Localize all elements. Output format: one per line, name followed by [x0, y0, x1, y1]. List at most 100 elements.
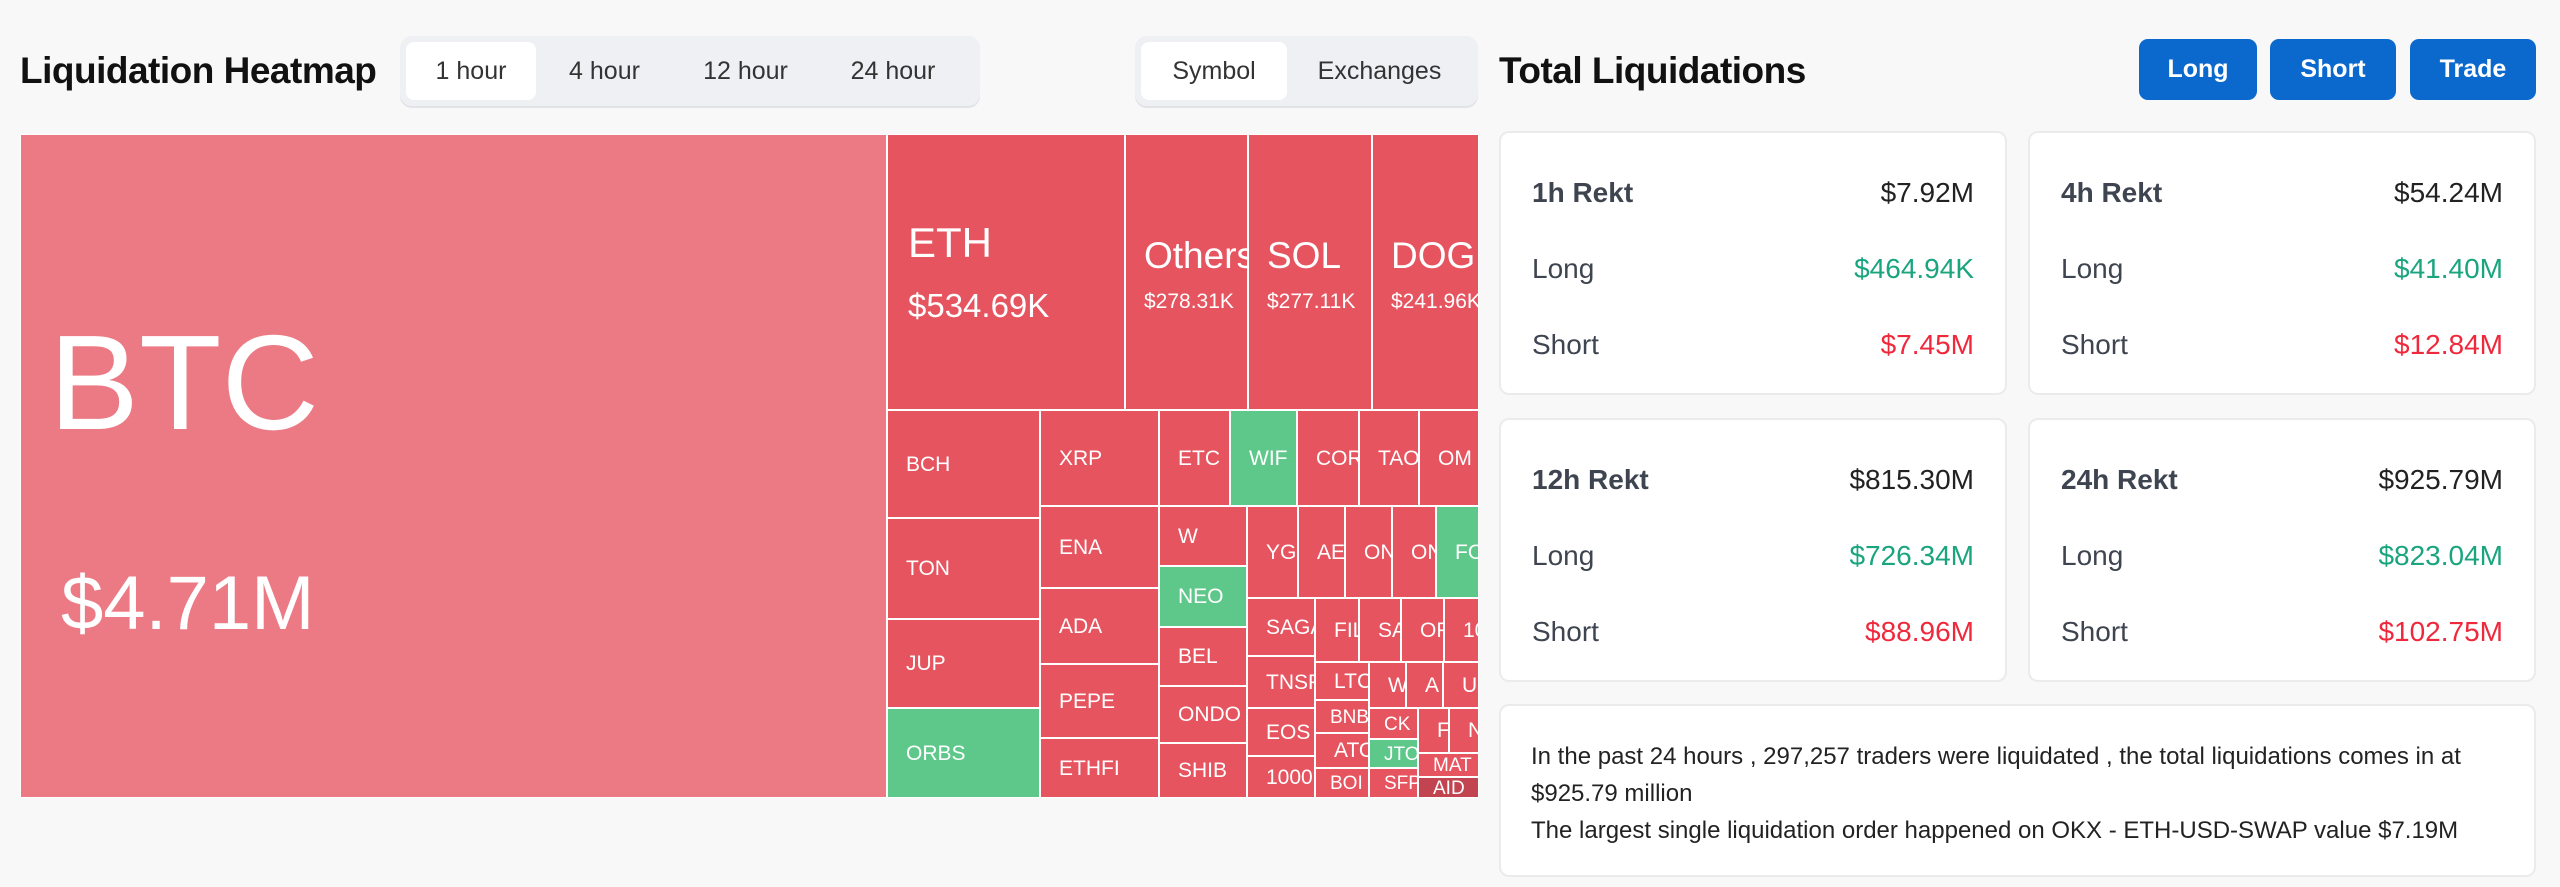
treemap-cell-u[interactable]: U [1443, 662, 1479, 708]
treemap-cell-ato[interactable]: ATO [1315, 733, 1369, 768]
total-liquidations-title: Total Liquidations [1499, 50, 1806, 91]
cell-symbol: ADA [1059, 614, 1103, 638]
cell-symbol: ON [1411, 540, 1435, 564]
treemap-cell-mat[interactable]: MAT [1418, 753, 1479, 777]
treemap-cell-a[interactable]: A [1406, 662, 1443, 708]
treemap-cell-sol[interactable]: SOL $277.11K [1248, 134, 1372, 410]
cell-symbol: N [1468, 719, 1478, 743]
cell-symbol: AE [1317, 540, 1345, 564]
cell-symbol: W [1178, 524, 1198, 548]
trade-button[interactable]: Trade [2410, 39, 2536, 100]
tab-12-hour[interactable]: 12 hour [703, 56, 788, 85]
cell-symbol: ETHFI [1059, 756, 1120, 780]
short-button[interactable]: Short [2270, 39, 2396, 100]
treemap-cell-on[interactable]: ON [1392, 506, 1436, 598]
treemap-cell-saga[interactable]: SAGA [1247, 598, 1315, 656]
treemap-cell-fo[interactable]: FO [1436, 506, 1479, 598]
treemap-cell-om[interactable]: OM [1419, 410, 1479, 506]
tab-24-hour[interactable]: 24 hour [850, 56, 936, 85]
treemap-cell-cor[interactable]: COR [1297, 410, 1359, 506]
treemap-cell-sa[interactable]: SA [1359, 598, 1401, 662]
tab-4-hour[interactable]: 4 hour [569, 56, 640, 85]
treemap-cell-shib[interactable]: SHIB [1159, 743, 1247, 798]
card-row-short: Short $7.45M [1532, 329, 1974, 361]
treemap-cell-ygg[interactable]: YGG [1247, 506, 1298, 598]
treemap-cell-pepe[interactable]: PEPE [1040, 664, 1159, 738]
treemap-cell-sfp[interactable]: SFP [1369, 768, 1418, 798]
treemap-cell-tao[interactable]: TAO [1359, 410, 1419, 506]
summary-note: In the past 24 hours , 297,257 traders w… [1499, 704, 2536, 877]
treemap-cell-f[interactable]: F [1418, 708, 1449, 753]
treemap-cell-on[interactable]: ON [1345, 506, 1392, 598]
treemap-cell-btc[interactable]: BTC $4.71M [20, 134, 887, 798]
tab-1-hour[interactable]: 1 hour [406, 42, 536, 100]
treemap-cell-tnsp[interactable]: TNSP [1247, 656, 1315, 708]
cell-symbol: SOL [1267, 235, 1342, 276]
row-label: Short [1532, 329, 1599, 360]
treemap-cell-others[interactable]: Others $278.31K [1125, 134, 1248, 410]
row-label: Long [1532, 253, 1595, 284]
treemap-cell-bel[interactable]: BEL [1159, 627, 1247, 686]
treemap-cell-w[interactable]: W [1369, 662, 1406, 708]
treemap-cell-eth[interactable]: ETH $534.69K [887, 134, 1125, 410]
treemap-cell-bch[interactable]: BCH [887, 410, 1040, 518]
treemap-cell-eos[interactable]: EOS [1247, 708, 1315, 756]
treemap-cell-ae[interactable]: AE [1298, 506, 1345, 598]
treemap-cell-n[interactable]: N [1449, 708, 1479, 753]
time-range-tabs: 1 hour 4 hour 12 hour 24 hour [400, 36, 980, 106]
row-label: Short [1532, 616, 1599, 647]
treemap-cell-op[interactable]: OP [1401, 598, 1444, 662]
row-value: $464.94K [1854, 253, 1974, 284]
treemap-cell-xrp[interactable]: XRP [1040, 410, 1159, 506]
cell-symbol: A [1425, 673, 1440, 697]
treemap-cell-jup[interactable]: JUP [887, 619, 1040, 708]
cell-symbol: ENA [1059, 535, 1103, 559]
treemap-cell-doge[interactable]: DOGE $241.96K [1372, 134, 1479, 410]
treemap-cell-ltc[interactable]: LTC [1315, 662, 1369, 700]
treemap-cell-w[interactable]: W [1159, 506, 1247, 566]
tab-exchanges[interactable]: Exchanges [1317, 56, 1442, 85]
row-label: 24h Rekt [2061, 464, 2178, 495]
summary-text: In the past 24 hours , 297,257 traders w… [1531, 743, 2461, 807]
cell-symbol: ETH [908, 219, 992, 266]
card-row-short: Short $102.75M [2061, 616, 2503, 648]
treemap-cell-ena[interactable]: ENA [1040, 506, 1159, 588]
treemap-cell-boi[interactable]: BOI [1315, 768, 1369, 798]
row-label: Long [2061, 540, 2124, 571]
row-value: $41.40M [2394, 253, 2503, 284]
card-row-long: Long $726.34M [1532, 540, 1974, 572]
cell-value: $277.11K [1267, 290, 1356, 313]
cell-symbol: MAT [1433, 755, 1472, 777]
treemap-cell-orbs[interactable]: ORBS [887, 708, 1040, 798]
cell-symbol: WIF [1249, 446, 1288, 470]
treemap-cell-ck[interactable]: CK [1369, 708, 1418, 739]
rekt-card-1h: 1h Rekt $7.92M Long $464.94K Short $7.45M [1499, 131, 2007, 395]
heatmap-title: Liquidation Heatmap [20, 50, 377, 91]
row-value: $726.34M [1849, 540, 1974, 571]
cell-symbol: BEL [1178, 645, 1218, 669]
treemap-cell-neo[interactable]: NEO [1159, 566, 1247, 627]
treemap-cell-ada[interactable]: ADA [1040, 588, 1159, 664]
long-button[interactable]: Long [2139, 39, 2257, 100]
treemap-cell-fil[interactable]: FIL [1315, 598, 1359, 662]
row-value: $12.84M [2394, 329, 2503, 360]
treemap-cell-etc[interactable]: ETC [1159, 410, 1230, 506]
treemap-cell-10[interactable]: 10 [1444, 598, 1479, 662]
treemap-cell-1000[interactable]: 1000 [1247, 756, 1315, 798]
treemap-cell-aid[interactable]: AID [1418, 777, 1479, 798]
treemap-cell-ton[interactable]: TON [887, 518, 1040, 619]
treemap-cell-wif[interactable]: WIF [1230, 410, 1297, 506]
cell-symbol: ON [1364, 540, 1391, 564]
treemap-cell-ethfi[interactable]: ETHFI [1040, 738, 1159, 798]
cell-symbol: SA [1378, 618, 1400, 642]
tab-symbol[interactable]: Symbol [1141, 42, 1287, 100]
row-value: $54.24M [2394, 177, 2503, 208]
card-row-long: Long $41.40M [2061, 253, 2503, 285]
cell-symbol: FO [1455, 540, 1478, 564]
treemap-cell-bnb[interactable]: BNB [1315, 700, 1369, 733]
treemap-cell-ondo[interactable]: ONDO [1159, 686, 1247, 743]
card-row-total: 1h Rekt $7.92M [1532, 177, 1974, 209]
treemap-cell-jto[interactable]: JTO [1369, 739, 1418, 768]
cell-symbol: 1000 [1266, 765, 1313, 789]
cell-symbol: FIL [1334, 618, 1358, 642]
